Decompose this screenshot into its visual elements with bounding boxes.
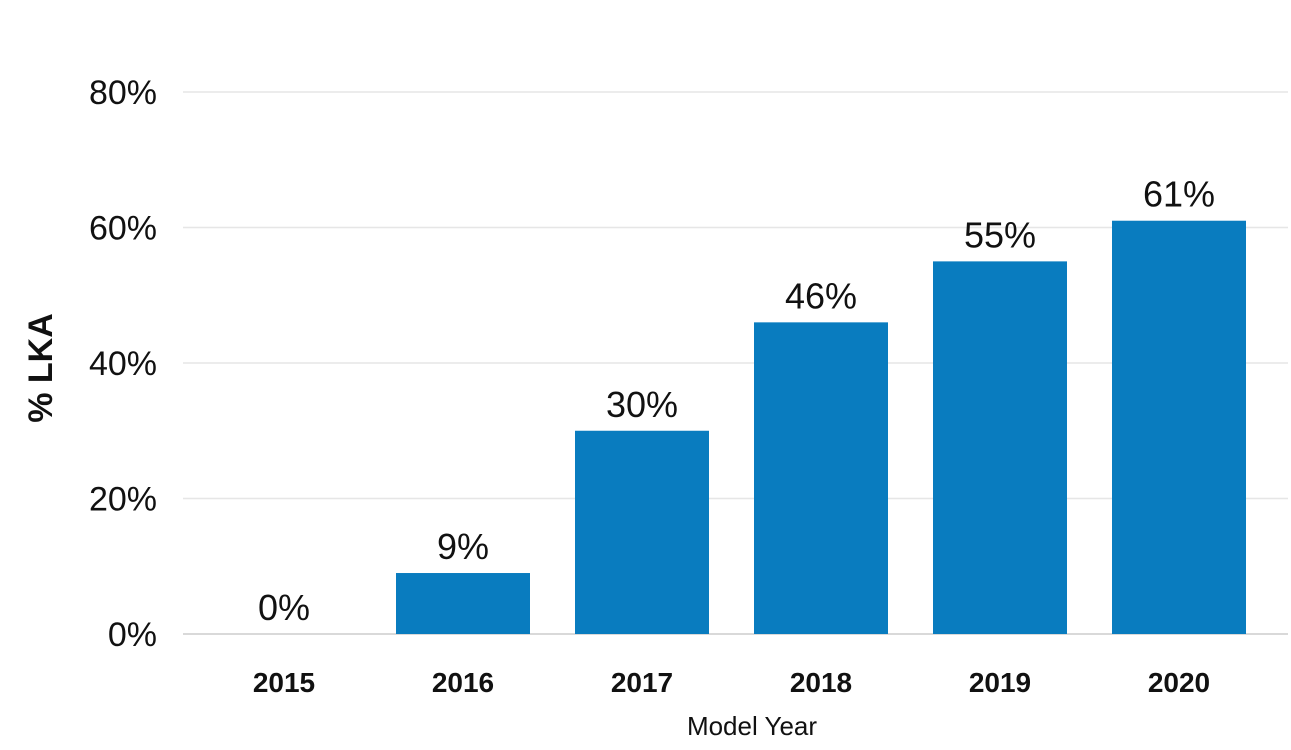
y-tick-labels: 0% 20% 40% 60% 80%: [89, 74, 157, 654]
x-tick-label: 2018: [790, 667, 852, 698]
x-tick-label: 2016: [432, 667, 494, 698]
y-tick-label: 60%: [89, 210, 157, 248]
bar-2016: [396, 573, 530, 634]
y-tick-label: 40%: [89, 345, 157, 383]
x-tick-label: 2015: [253, 667, 315, 698]
data-label-2020: 61%: [1143, 174, 1215, 215]
data-label-2016: 9%: [437, 526, 489, 567]
y-tick-label: 0%: [108, 616, 157, 654]
x-axis-title: Model Year: [687, 711, 817, 741]
bar-2019: [933, 261, 1067, 634]
x-tick-label: 2017: [611, 667, 673, 698]
x-tick-label: 2019: [969, 667, 1031, 698]
bar-2017: [575, 430, 709, 634]
bar-2020: [1112, 220, 1246, 634]
data-label-2019: 55%: [964, 214, 1036, 255]
bars: [396, 220, 1246, 634]
data-label-2015: 0%: [258, 587, 310, 628]
bar-2018: [754, 322, 888, 634]
gridlines: [183, 91, 1288, 635]
y-axis-title: % LKA: [22, 313, 60, 423]
data-labels: 0% 9% 30% 46% 55% 61%: [258, 174, 1215, 628]
data-label-2017: 30%: [606, 384, 678, 425]
y-tick-label: 20%: [89, 481, 157, 519]
x-tick-labels: 2015 2016 2017 2018 2019 2020: [253, 667, 1210, 698]
y-tick-label: 80%: [89, 74, 157, 112]
data-label-2018: 46%: [785, 275, 857, 316]
x-tick-label: 2020: [1148, 667, 1210, 698]
